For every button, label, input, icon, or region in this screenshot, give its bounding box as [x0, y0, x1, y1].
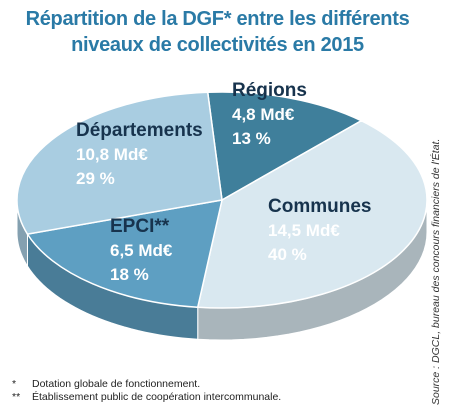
slice-amount: 14,5 Md€ [268, 221, 340, 240]
footnotes: * Dotation globale de fonctionnement. ** É… [12, 378, 281, 404]
footnote: ** Établissement public de coopération in… [12, 391, 281, 404]
footnote-mark: ** [12, 391, 21, 403]
slice-value-label: 29 % [76, 169, 115, 188]
slice [196, 119, 428, 309]
slice-amount: 4,8 Md€ [232, 105, 295, 124]
slice-value-label: 13 % [232, 129, 271, 148]
slice-value-label: 18 % [110, 265, 149, 284]
slice-category: Régions [232, 80, 307, 101]
slice-category: Communes [268, 196, 371, 217]
footnote-text: Dotation globale de fonctionnement. [32, 378, 201, 390]
slice-category: EPCI** [110, 216, 170, 237]
footnote-mark: * [12, 378, 17, 390]
slice [26, 199, 223, 309]
slice-amount: 6,5 Md€ [110, 241, 173, 260]
source: Source : DGCL, bureau des concours finan… [430, 138, 442, 405]
slice-category: Départements [76, 120, 203, 141]
slice-amount: 10,8 Md€ [76, 145, 148, 164]
slice [206, 91, 363, 202]
slice [16, 91, 223, 235]
slice-value-label: 40 % [268, 245, 307, 264]
chart-title: Répartition de la DGF* entre les différe… [25, 8, 410, 56]
footnote-text: Établissement public de coopération inte… [32, 391, 282, 403]
footnote: * Dotation globale de fonctionnement. [12, 378, 281, 391]
